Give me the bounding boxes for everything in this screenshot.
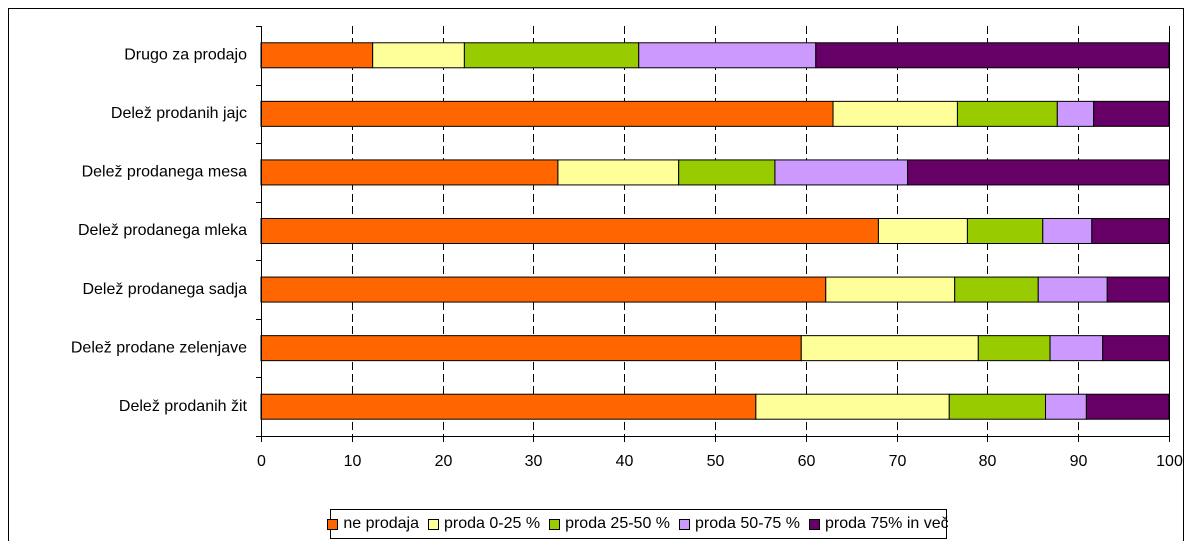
bar-segment: [1085, 393, 1170, 420]
bar-segment: [755, 393, 950, 420]
bar-segment: [977, 335, 1051, 362]
x-tick-label: 20: [435, 453, 453, 470]
x-tick-label: 100: [1156, 453, 1183, 470]
bar-segment: [260, 276, 827, 303]
category-label: Delež prodanega sadja: [82, 281, 247, 298]
legend-swatch: [549, 518, 561, 530]
bar-segment: [260, 335, 802, 362]
bar-segment: [1091, 218, 1170, 244]
x-tick-label: 10: [344, 453, 362, 470]
bar-segment: [260, 218, 879, 244]
legend-item: ne prodaja: [327, 515, 419, 533]
bar-segment: [956, 100, 1058, 127]
bar-segment: [948, 393, 1047, 420]
category-label: Delež prodanega mleka: [78, 222, 247, 239]
category-label: Delež prodane zelenjave: [71, 339, 247, 356]
category-label: Drugo za prodajo: [124, 47, 247, 64]
bar-segment: [906, 159, 1170, 186]
bar-segment: [260, 393, 757, 420]
bar-segment: [557, 159, 680, 186]
legend-swatch: [327, 518, 339, 530]
bar-segment: [800, 335, 979, 362]
bar-segment: [832, 100, 958, 127]
category-label: Delež prodanih žit: [119, 398, 248, 415]
x-tick-label: 0: [257, 453, 266, 470]
bar-segment: [954, 276, 1039, 303]
bar-segment: [825, 276, 956, 303]
legend-label: proda 25-50 %: [565, 515, 671, 532]
bar-segment: [678, 159, 776, 186]
bar-segment: [260, 42, 374, 69]
legend-label: proda 0-25 %: [444, 515, 541, 532]
x-tick-label: 30: [525, 453, 543, 470]
x-tick-label: 90: [1070, 453, 1088, 470]
bar-segment: [815, 42, 1170, 69]
legend-item: proda 50-75 %: [679, 515, 800, 533]
bar-segment: [877, 218, 968, 244]
legend-label: proda 50-75 %: [695, 515, 800, 532]
legend-swatch: [809, 518, 820, 530]
bar-segment: [1093, 100, 1170, 127]
legend-item: proda 25-50 %: [549, 515, 670, 533]
bar-segment: [260, 100, 834, 127]
bar-segment: [1102, 335, 1170, 362]
x-tick-label: 80: [979, 453, 997, 470]
bar-segment: [1106, 276, 1170, 303]
legend-item: proda 75% in več: [809, 515, 949, 533]
bar-segment: [1045, 393, 1087, 420]
bar-segment: [1042, 218, 1093, 244]
legend-label: proda 75% in več: [825, 515, 949, 532]
bar-segment: [463, 42, 640, 69]
axes: [256, 26, 1170, 442]
bar-segment: [1037, 276, 1108, 303]
bar-segment: [260, 159, 559, 186]
bars: [260, 42, 1170, 420]
bar-segment: [638, 42, 817, 69]
category-label: Delež prodanega mesa: [82, 164, 248, 181]
legend-swatch: [679, 518, 691, 530]
legend-item: proda 0-25 %: [428, 515, 540, 533]
bar-segment: [372, 42, 465, 69]
x-tick-label: 70: [889, 453, 907, 470]
legend-label: ne prodaja: [343, 515, 419, 532]
bar-segment: [966, 218, 1044, 244]
category-label: Delež prodanih jajc: [111, 105, 247, 122]
bar-segment: [1049, 335, 1104, 362]
chart-frame: [8, 8, 1184, 541]
legend: ne prodaja proda 0-25 % proda 25-50 % proda…: [327, 509, 949, 539]
bar-segment: [1056, 100, 1095, 127]
x-tick-label: 60: [798, 453, 816, 470]
x-tick-label: 50: [707, 453, 725, 470]
labels: Drugo za prodajo Delež prodanih jajc Delež…: [71, 47, 1183, 470]
legend-swatch: [428, 518, 439, 530]
bar-segment: [774, 159, 908, 186]
x-tick-label: 40: [616, 453, 634, 470]
